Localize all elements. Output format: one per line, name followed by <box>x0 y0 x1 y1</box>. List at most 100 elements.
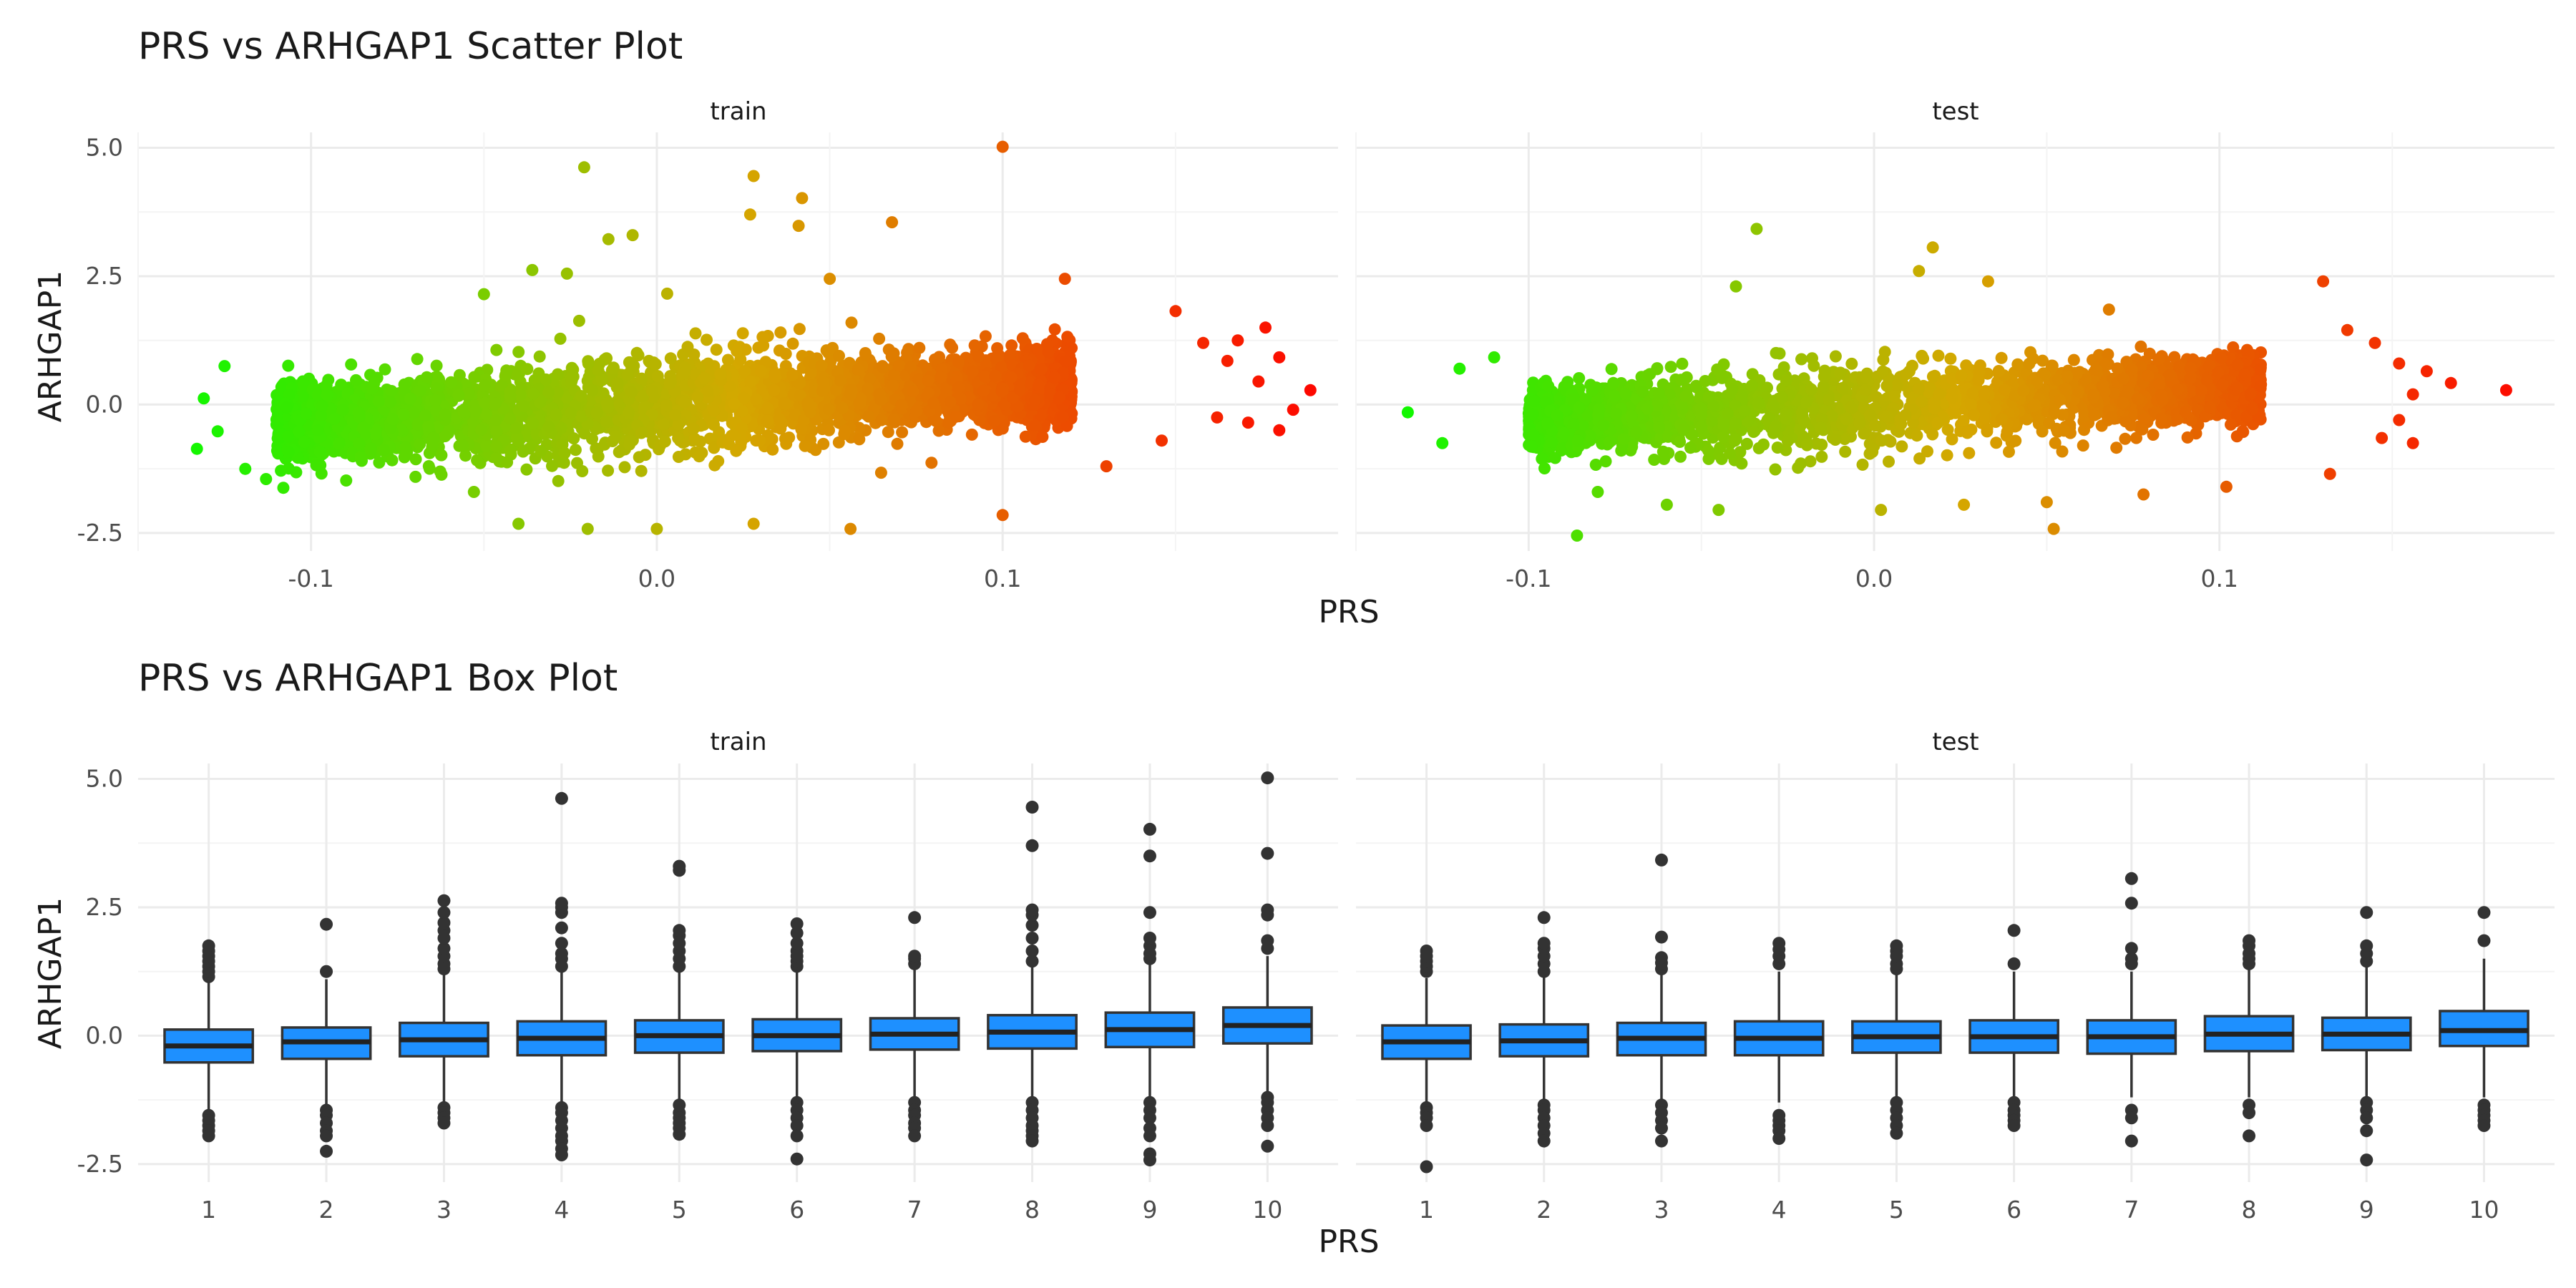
scatter-point <box>1048 371 1061 384</box>
scatter-point <box>952 381 965 394</box>
scatter-point <box>633 451 645 464</box>
scatter-point <box>896 426 909 439</box>
scatter-point <box>280 401 293 414</box>
scatter-point <box>907 385 919 398</box>
scatter-x-tick-label: 0.0 <box>638 565 675 592</box>
scatter-point <box>421 371 433 384</box>
scatter-point <box>500 364 513 377</box>
scatter-point <box>756 331 769 343</box>
scatter-point <box>1815 450 1828 463</box>
scatter-point <box>1023 359 1035 372</box>
scatter-point <box>504 390 517 403</box>
scatter-point <box>190 442 203 455</box>
scatter-point <box>873 332 886 345</box>
scatter-point <box>774 326 787 339</box>
scatter-point <box>877 361 889 374</box>
scatter-point <box>352 406 365 419</box>
scatter-point <box>972 350 985 363</box>
scatter-point <box>854 397 867 410</box>
scatter-point <box>625 386 638 399</box>
scatter-y-axis-label: ARHGAP1 <box>32 270 69 422</box>
scatter-point <box>1033 379 1045 391</box>
scatter-point <box>862 382 874 395</box>
scatter-point <box>526 263 539 276</box>
scatter-point <box>345 358 358 371</box>
scatter-point <box>517 400 530 413</box>
scatter-point <box>736 421 748 434</box>
scatter-plot-section: PRS vs ARHGAP1 Scatter Plot ARHGAP1 PRS … <box>32 25 2555 630</box>
scatter-point <box>582 355 595 368</box>
scatter-plot-title: PRS vs ARHGAP1 Scatter Plot <box>138 25 683 68</box>
scatter-point <box>474 424 487 436</box>
scatter-point <box>490 440 502 453</box>
scatter-point <box>626 229 639 242</box>
scatter-point <box>875 414 888 426</box>
scatter-point <box>336 404 349 416</box>
scatter-point <box>895 399 908 411</box>
scatter-point <box>435 449 448 462</box>
scatter-point <box>501 456 514 469</box>
scatter-point <box>952 356 965 369</box>
scatter-point <box>512 346 525 358</box>
scatter-point <box>660 287 673 300</box>
scatter-point <box>1036 431 1049 443</box>
scatter-point <box>833 349 845 362</box>
scatter-point <box>1040 338 1053 351</box>
scatter-point <box>1273 424 1286 436</box>
scatter-point <box>333 437 346 449</box>
scatter-point <box>517 445 530 458</box>
scatter-point <box>211 425 224 438</box>
scatter-point <box>542 421 555 433</box>
scatter-point <box>457 406 469 419</box>
scatter-point <box>592 364 605 376</box>
scatter-point <box>701 385 714 398</box>
scatter-point <box>891 437 904 450</box>
scatter-point <box>1029 419 1042 432</box>
scatter-point <box>462 387 475 399</box>
scatter-point <box>1664 361 1677 374</box>
scatter-point <box>623 406 635 419</box>
scatter-point <box>535 444 547 457</box>
scatter-point <box>565 374 578 387</box>
scatter-point <box>386 413 399 426</box>
scatter-point <box>687 422 700 435</box>
scatter-point <box>316 399 328 412</box>
scatter-point <box>804 406 816 419</box>
scatter-point <box>824 273 836 286</box>
scatter-point <box>1016 332 1029 345</box>
scatter-point <box>988 415 1001 427</box>
scatter-point <box>859 348 872 361</box>
scatter-point <box>550 408 562 421</box>
scatter-point <box>468 371 481 384</box>
scatter-point <box>1156 434 1168 447</box>
scatter-point <box>1259 321 1272 334</box>
scatter-point <box>427 431 440 444</box>
scatter-train-points <box>190 140 1317 535</box>
scatter-point <box>197 392 210 405</box>
scatter-point <box>282 445 295 458</box>
scatter-point <box>1053 391 1066 404</box>
scatter-point <box>714 368 727 381</box>
scatter-point <box>560 267 573 280</box>
scatter-point <box>610 430 623 442</box>
scatter-point <box>357 421 370 434</box>
scatter-point <box>439 408 452 421</box>
scatter-point <box>552 474 565 487</box>
scatter-point <box>490 452 503 464</box>
scatter-point <box>600 416 613 429</box>
scatter-point <box>635 426 648 439</box>
scatter-point <box>397 408 410 421</box>
scatter-point <box>554 332 567 345</box>
scatter-point <box>701 333 713 346</box>
scatter-point <box>839 424 852 437</box>
scatter-point <box>934 371 947 384</box>
scatter-point <box>766 443 779 456</box>
scatter-point <box>708 419 721 431</box>
scatter-point <box>989 369 1002 382</box>
scatter-point <box>886 379 899 392</box>
scatter-point <box>882 426 894 439</box>
scatter-point <box>368 376 381 389</box>
scatter-point <box>373 456 386 469</box>
scatter-point <box>930 415 942 427</box>
